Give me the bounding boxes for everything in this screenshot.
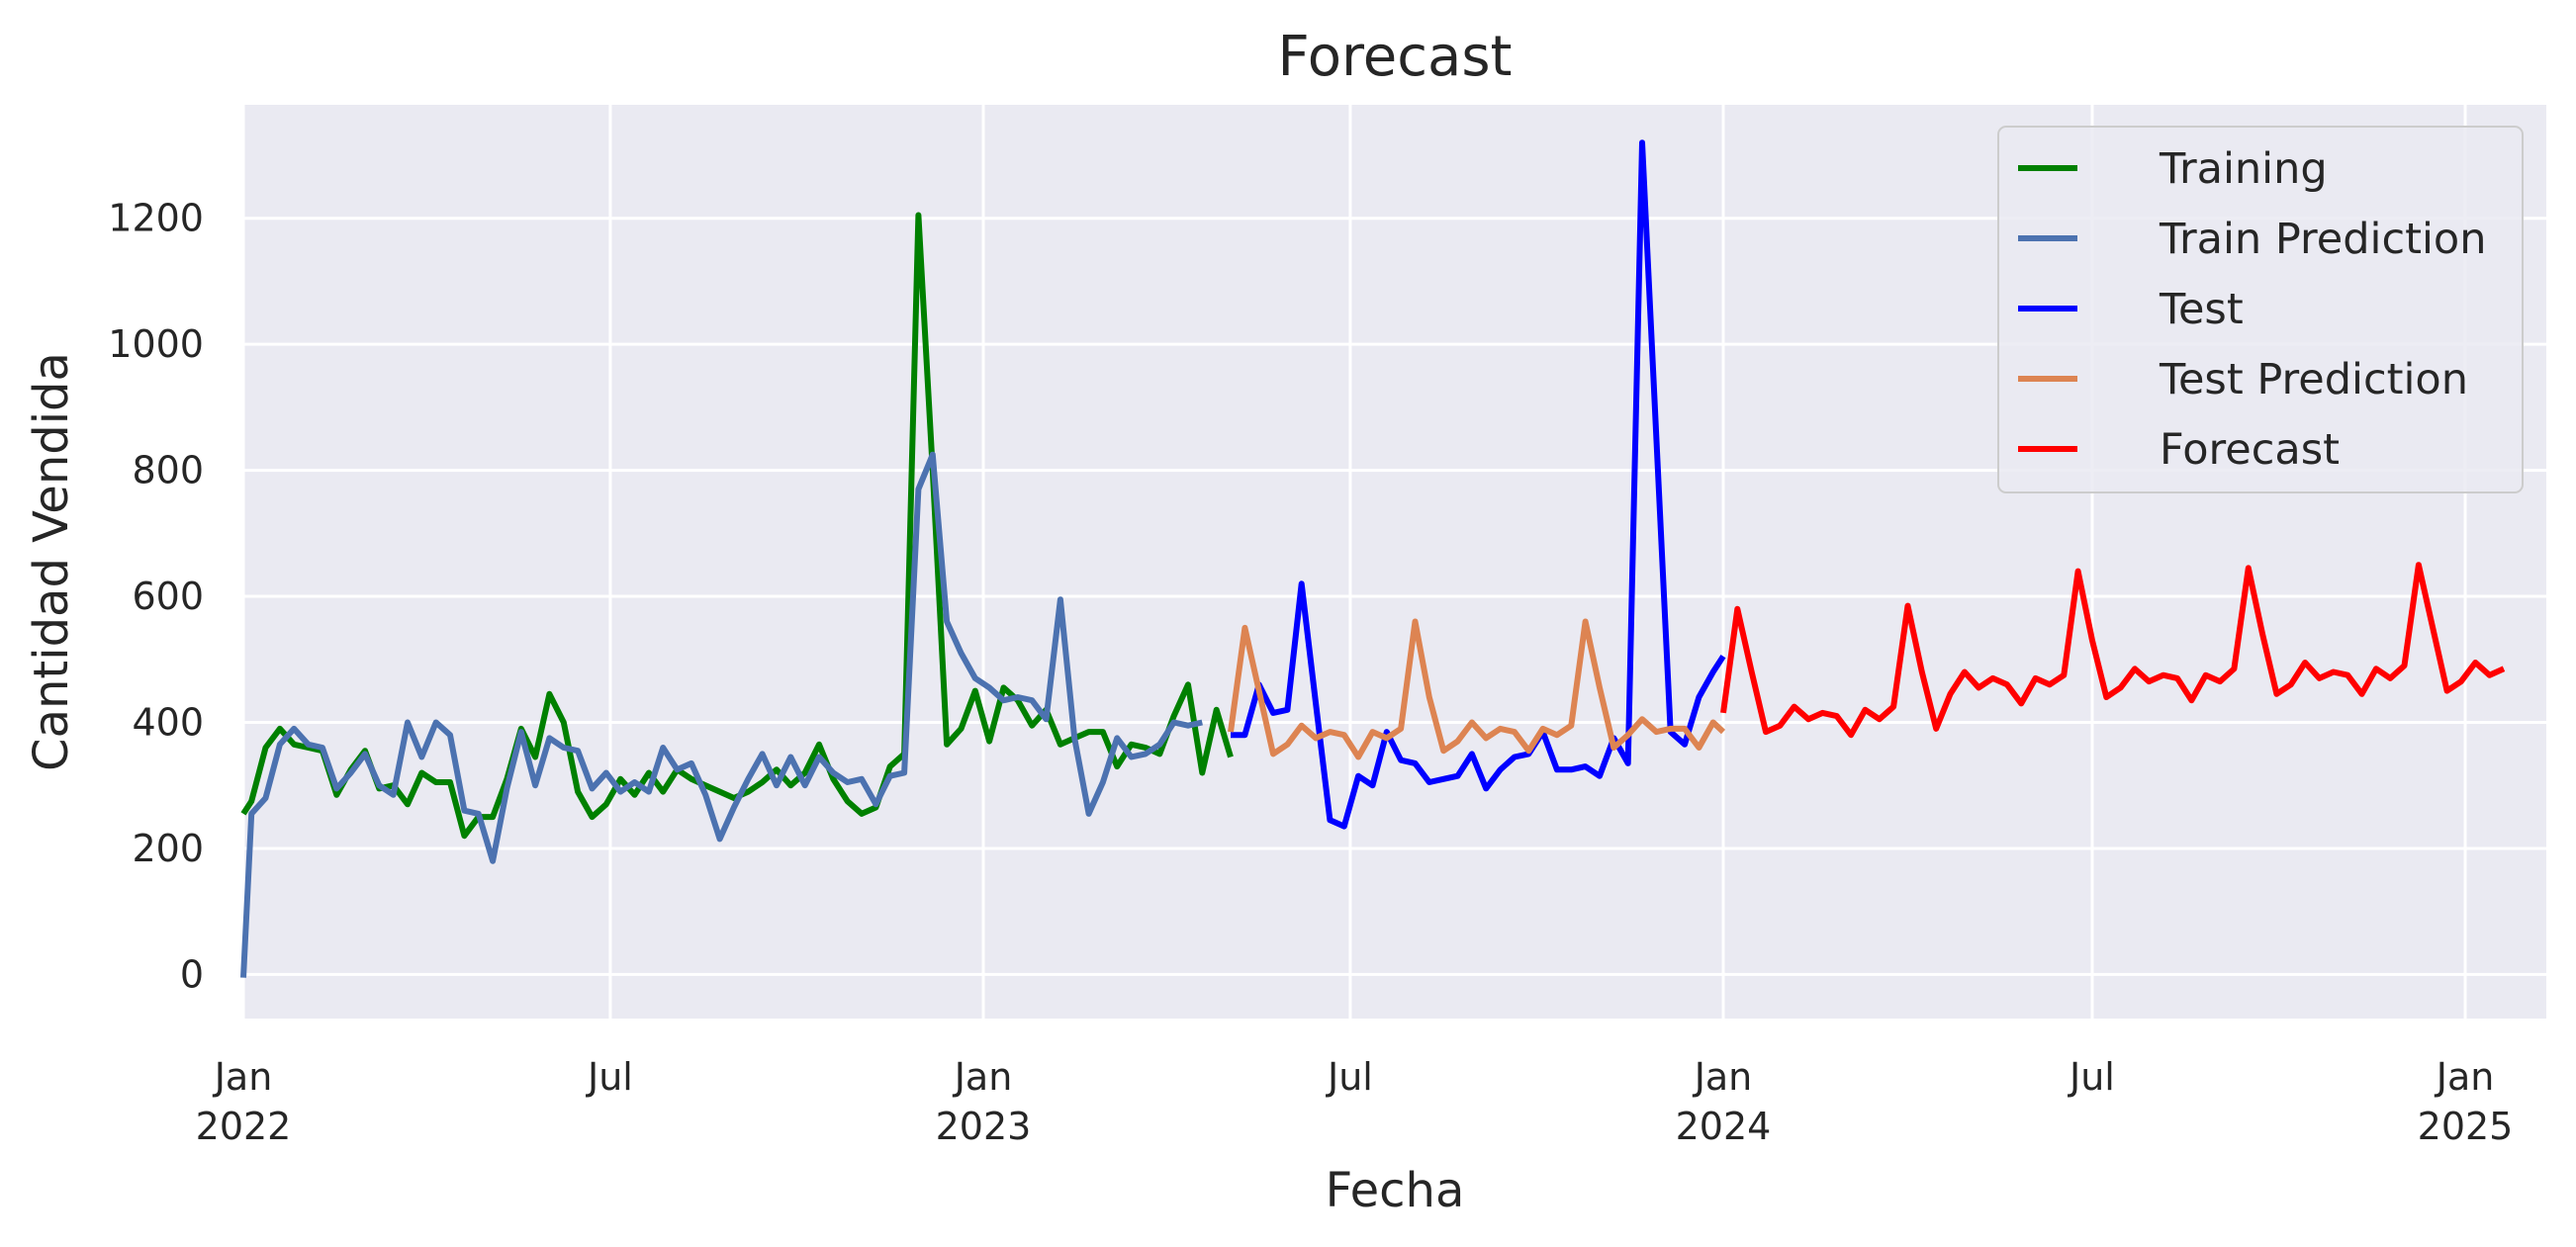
- x-tick-label: Jan: [953, 1055, 1013, 1099]
- x-tick-label: Jul: [1326, 1055, 1373, 1099]
- y-axis-label: Cantidad Vendida: [24, 352, 79, 771]
- series-lines: [240, 139, 2506, 978]
- y-tick-label: 800: [132, 449, 204, 492]
- y-tick-label: 1000: [108, 322, 204, 366]
- legend-label-train-prediction: Train Prediction: [2159, 215, 2486, 264]
- chart-title: Forecast: [1278, 25, 1513, 89]
- x-tick-label: Jul: [2068, 1055, 2115, 1099]
- series-line-test-prediction: [1228, 618, 1726, 760]
- x-tick-year-label: 2024: [1676, 1105, 1772, 1148]
- legend-box: [1997, 126, 2524, 493]
- y-tick-label: 200: [132, 827, 204, 870]
- y-tick-label: 400: [132, 700, 204, 744]
- legend-label-forecast: Forecast: [2160, 425, 2340, 475]
- y-tick-label: 0: [180, 952, 204, 996]
- legend: Training Train Prediction Test Test Predict…: [1997, 126, 2524, 493]
- series-line-forecast: [1720, 562, 2506, 739]
- x-tick-year-label: 2022: [196, 1105, 292, 1148]
- x-axis-ticks: Jan 2022 Jul Jan 2023 Jul Jan 2024 Jul Jan 2025: [196, 1055, 2514, 1148]
- series-line-train-prediction: [240, 451, 1203, 978]
- x-axis-label: Fecha: [1326, 1163, 1465, 1218]
- legend-label-test: Test: [2159, 285, 2244, 334]
- legend-items: Training Train Prediction Test Test Predict…: [2018, 144, 2486, 475]
- legend-label-training: Training: [2159, 144, 2328, 194]
- series-line-test: [1231, 139, 1726, 830]
- x-tick-label: Jan: [2435, 1055, 2495, 1099]
- x-tick-year-label: 2023: [936, 1105, 1032, 1148]
- x-tick-label: Jul: [586, 1055, 633, 1099]
- x-tick-label: Jan: [1693, 1055, 1753, 1099]
- series-line-training: [240, 212, 1234, 840]
- y-tick-label: 600: [132, 575, 204, 618]
- y-axis-ticks: 0 200 400 600 800 1000 1200: [108, 197, 204, 997]
- y-tick-label: 1200: [108, 197, 204, 240]
- x-tick-year-label: 2025: [2418, 1105, 2514, 1148]
- x-tick-label: Jan: [213, 1055, 273, 1099]
- legend-label-test-prediction: Test Prediction: [2159, 355, 2468, 404]
